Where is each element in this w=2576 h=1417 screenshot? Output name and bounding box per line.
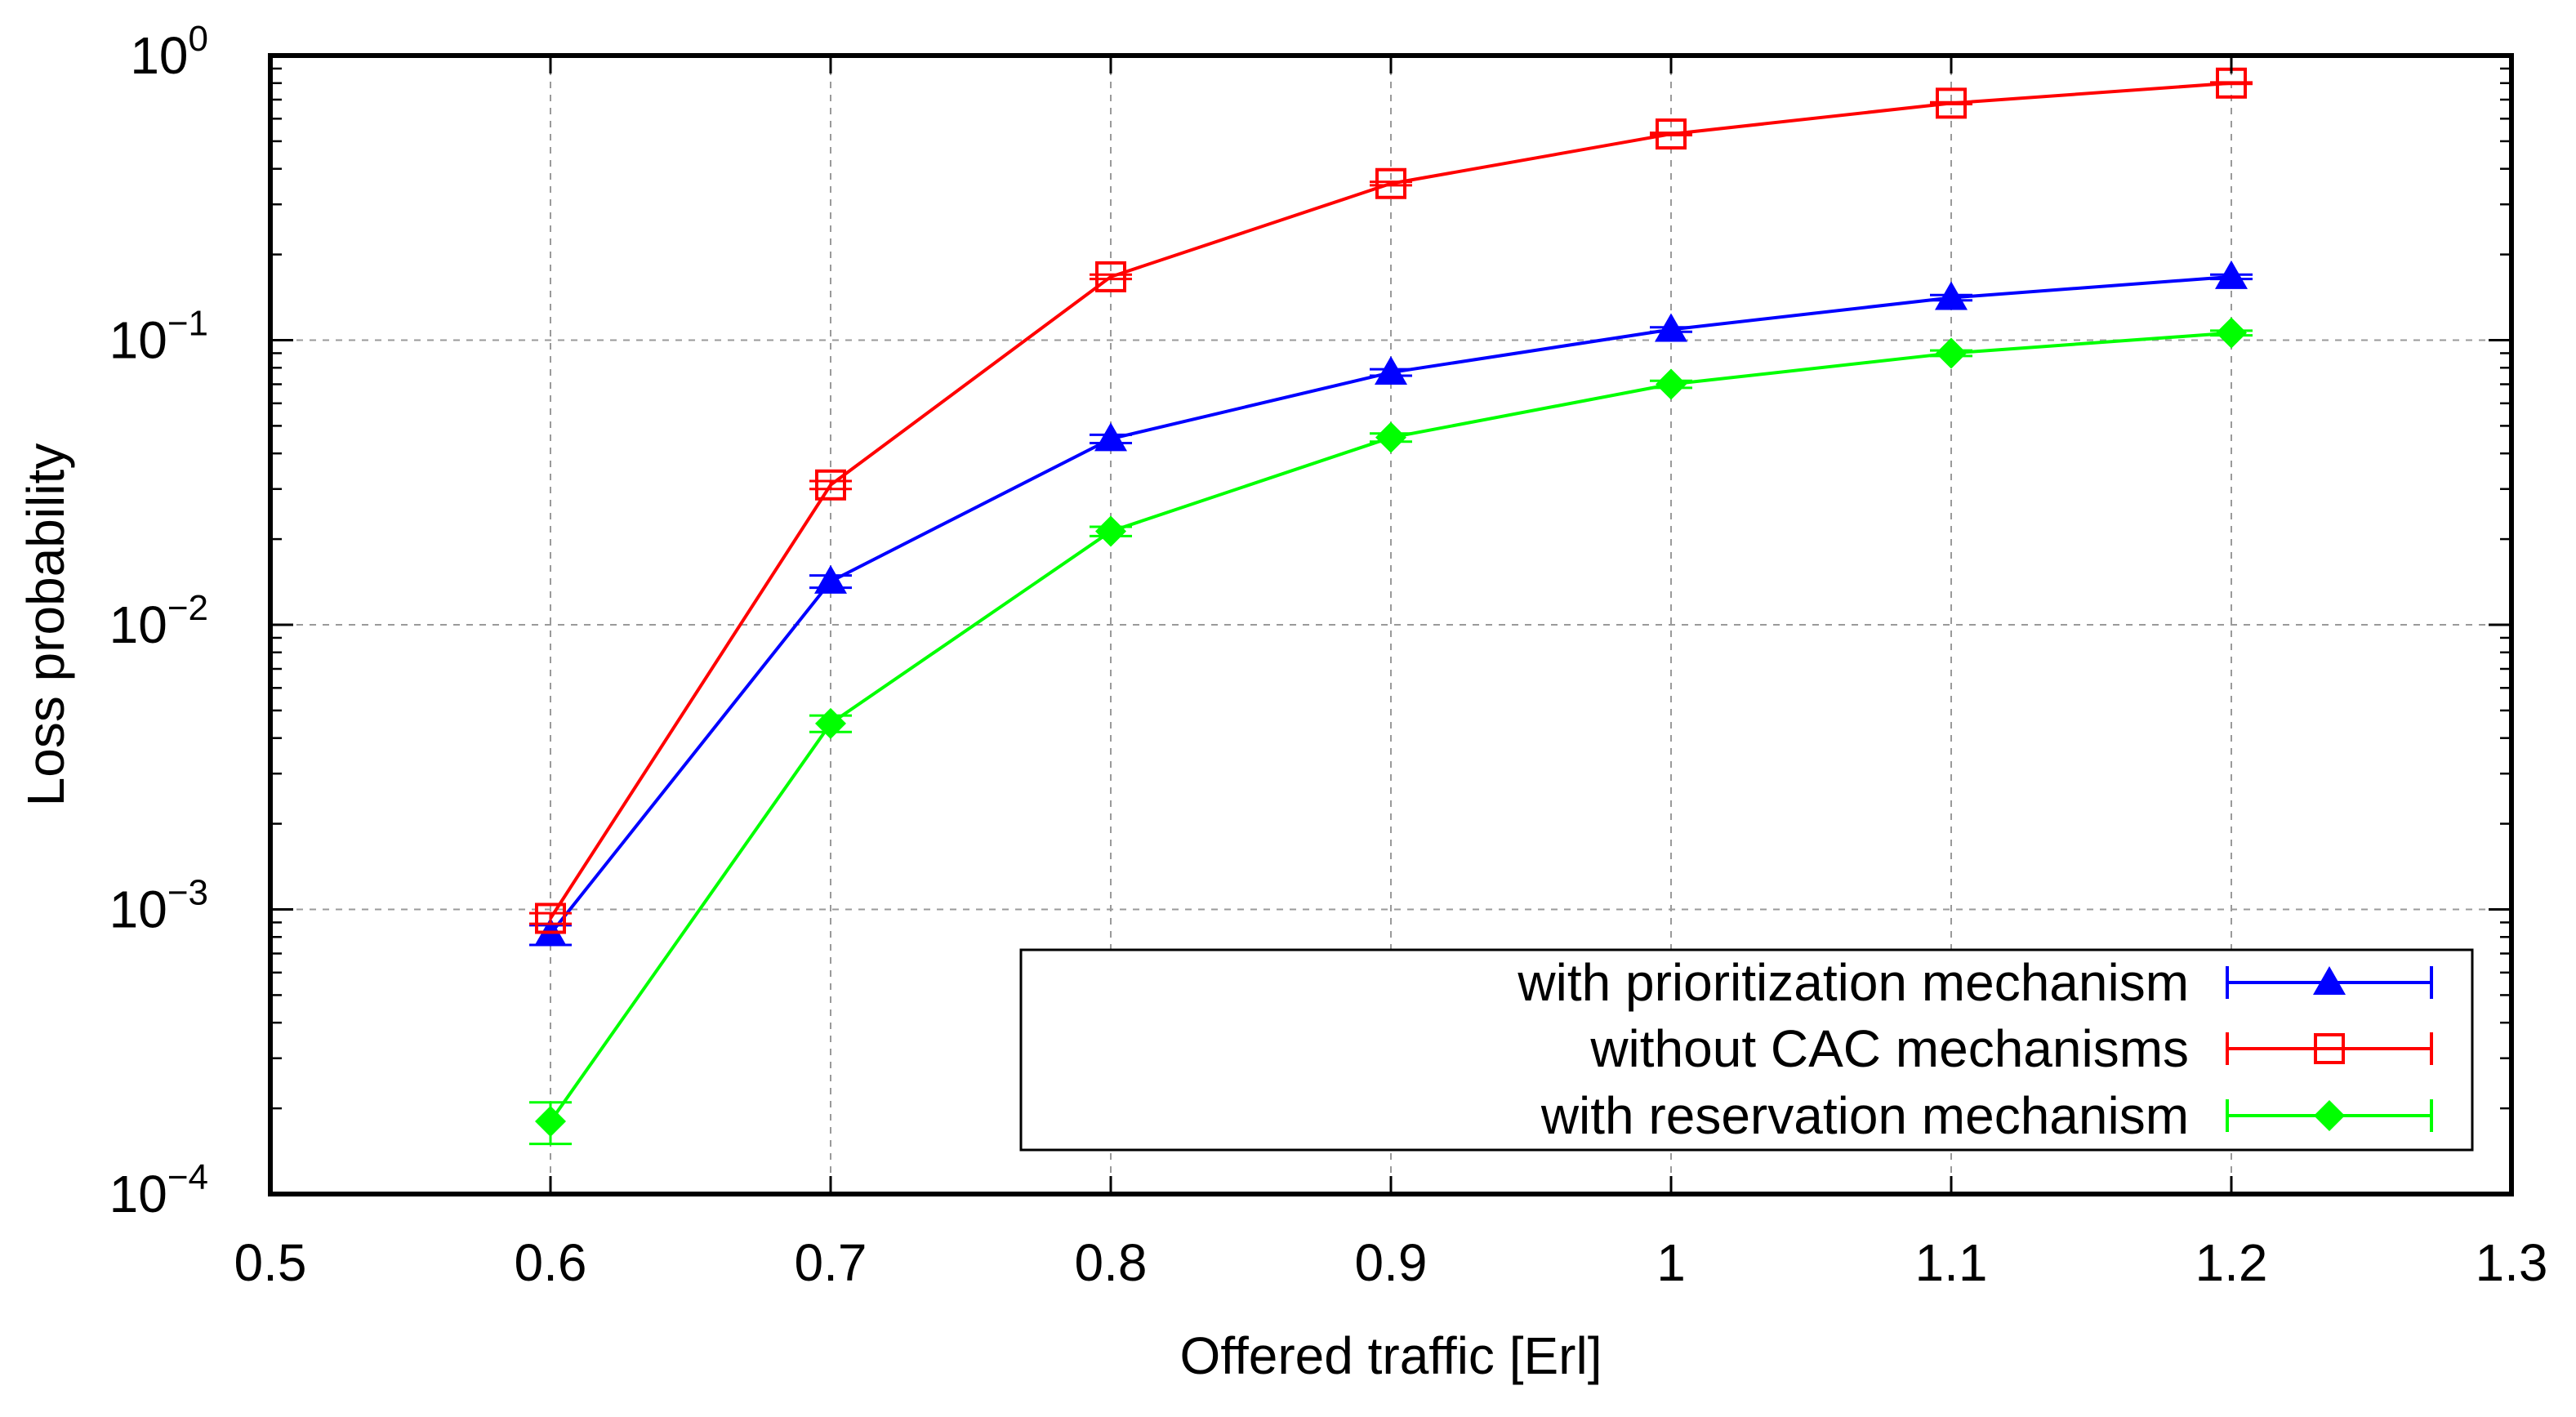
legend: with prioritization mechanism without CAC… [1019,948,2474,1152]
y-tick-label: 100 [130,19,208,85]
axis-layer: 0.5 0.6 0.7 0.8 0.9 1 1.1 1.2 1.3 10−4 10−3 10−2 10−… [109,19,2548,1292]
x-tick-label: 0.7 [795,1233,867,1292]
data-point [1936,337,1967,369]
x-tick-label: 1.3 [2476,1233,2548,1292]
x-tick-label: 0.6 [515,1233,587,1292]
data-point [1936,87,1967,119]
x-tick-label: 0.9 [1355,1233,1428,1292]
x-tick-label: 0.8 [1075,1233,1148,1292]
y-tick-label: 10−3 [109,873,208,939]
y-tick-exponent: 0 [189,19,208,59]
legend-label: without CAC mechanisms [1589,1019,2189,1078]
data-point [535,1106,566,1138]
x-tick-label: 1.1 [1915,1233,1988,1292]
data-point [1095,515,1126,547]
legend-label: with reservation mechanism [1540,1086,2189,1145]
y-tick-exponent: −4 [167,1157,208,1197]
data-point [1656,368,1687,400]
data-point [815,707,846,739]
data-point [1095,261,1126,292]
y-tick-exponent: −2 [167,588,208,628]
y-tick-label: 10−1 [109,304,208,370]
data-point [1094,422,1127,452]
data-point [1375,356,1407,385]
data-point [2215,260,2248,289]
plot-layer [529,67,2253,1146]
x-tick-label: 1 [1656,1233,1686,1292]
y-tick-label: 10−2 [109,588,208,654]
data-point [2216,317,2247,349]
legend-marker [2314,1033,2345,1064]
y-tick-exponent: −3 [167,873,208,913]
legend-marker [2314,1100,2345,1131]
y-axis-label: Loss probability [16,443,75,807]
y-tick-exponent: −1 [167,304,208,344]
data-point [815,469,846,501]
x-tick-label: 0.5 [234,1233,307,1292]
x-tick-label: 1.2 [2195,1233,2268,1292]
data-point [1935,281,1968,310]
data-point [1375,167,1406,199]
data-point [814,564,847,594]
x-axis-label: Offered traffic [Erl] [1180,1326,1602,1385]
data-point [535,902,566,934]
y-tick-label: 10−4 [109,1157,208,1223]
data-point [1655,313,1687,342]
data-point [1375,421,1406,453]
legend-label: with prioritization mechanism [1517,953,2189,1012]
data-point [1656,118,1687,150]
legend-marker [2313,966,2346,995]
